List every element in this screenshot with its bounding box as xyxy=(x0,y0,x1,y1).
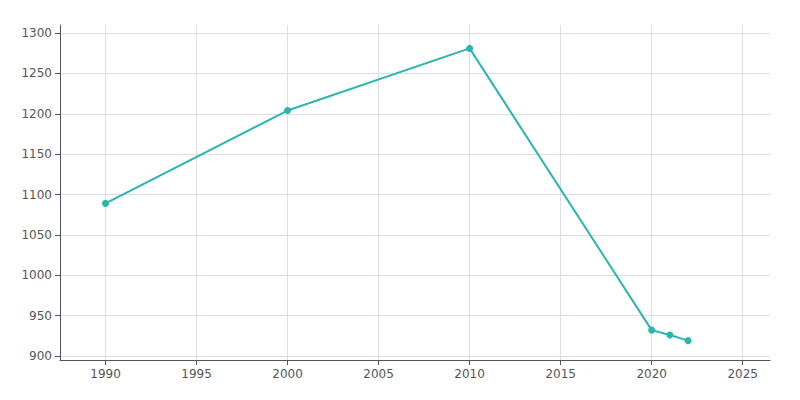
svg-text:2010: 2010 xyxy=(454,367,485,381)
svg-text:2020: 2020 xyxy=(636,367,667,381)
svg-text:1995: 1995 xyxy=(181,367,212,381)
svg-text:1200: 1200 xyxy=(21,107,52,121)
svg-text:2000: 2000 xyxy=(272,367,303,381)
svg-text:1150: 1150 xyxy=(21,147,52,161)
svg-text:2025: 2025 xyxy=(727,367,758,381)
svg-text:1050: 1050 xyxy=(21,228,52,242)
svg-text:1000: 1000 xyxy=(21,268,52,282)
svg-text:1250: 1250 xyxy=(21,66,52,80)
svg-text:1990: 1990 xyxy=(90,367,121,381)
svg-text:1300: 1300 xyxy=(21,26,52,40)
svg-text:950: 950 xyxy=(29,309,52,323)
svg-text:2005: 2005 xyxy=(363,367,394,381)
svg-text:2015: 2015 xyxy=(545,367,576,381)
svg-text:1100: 1100 xyxy=(21,188,52,202)
svg-text:900: 900 xyxy=(29,349,52,363)
